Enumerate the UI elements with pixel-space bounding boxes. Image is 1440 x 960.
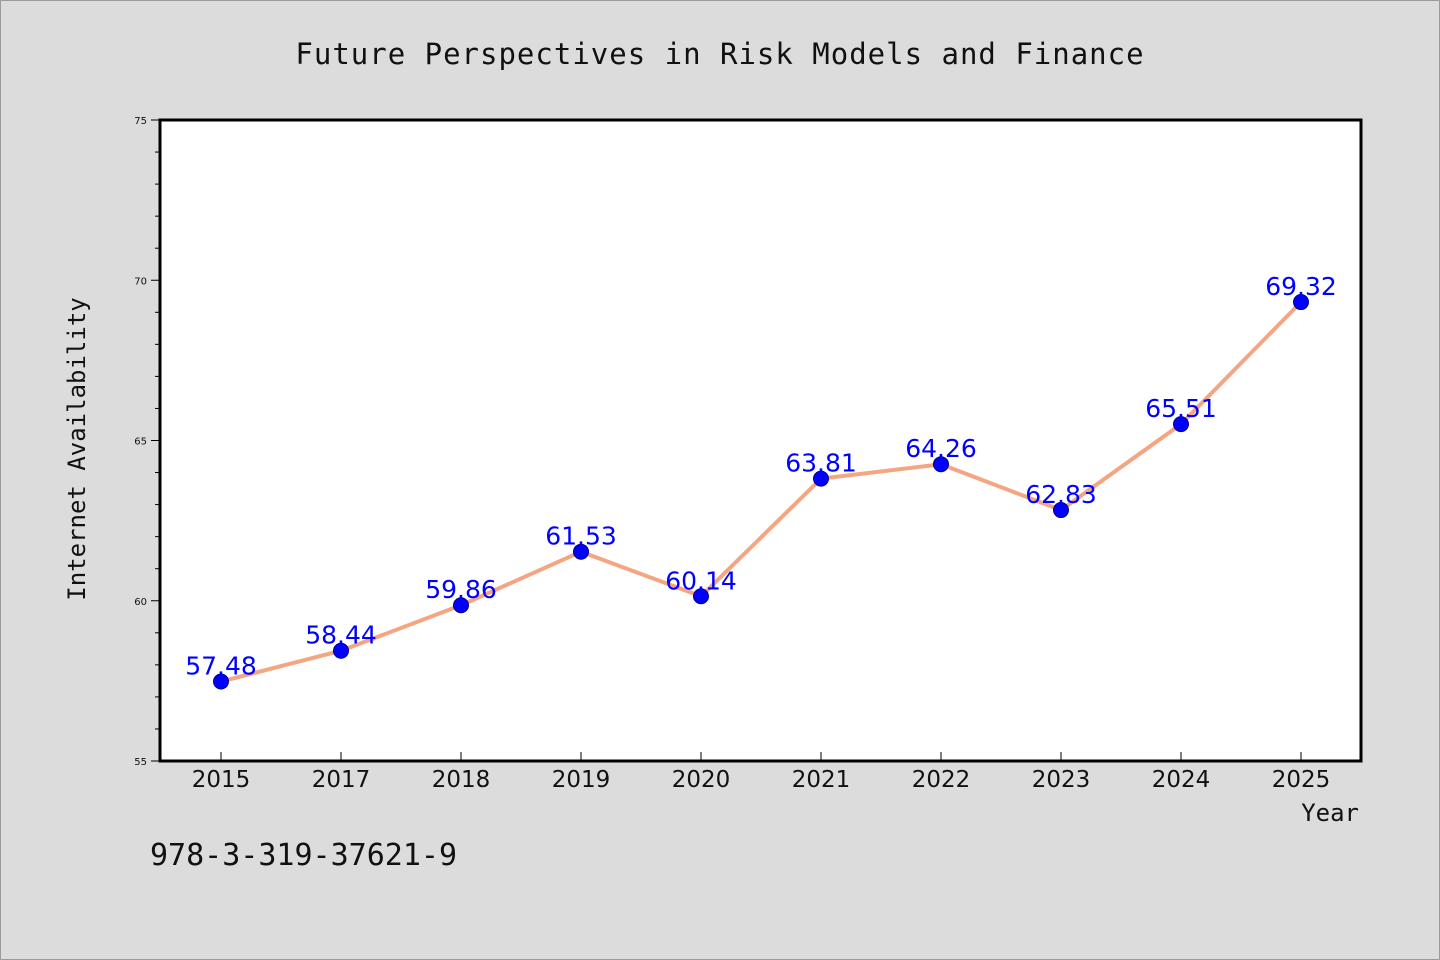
data-label: 58.44 [305,621,377,650]
y-axis-title: Internet Availability [63,297,91,600]
x-axis-title: Year [1301,799,1359,827]
plot-area [158,118,1363,763]
series-line [219,300,1303,684]
y-tick-label: 60 [134,597,147,608]
data-point-marker [213,673,229,690]
data-label: 57.48 [185,652,257,681]
data-point-marker [573,543,589,560]
data-point-marker [453,597,469,614]
data-point-marker [1173,416,1189,433]
x-tick-label: 2017 [312,767,371,793]
y-axis: 55 60 65 70 75 [134,116,160,768]
footnote-isbn: 978-3-319-37621-9 [150,838,457,873]
data-label: 69.32 [1265,272,1337,301]
data-label: 65.51 [1145,394,1217,423]
data-point-marker [1053,502,1069,519]
x-tick-label: 2022 [912,767,971,793]
series-line-group: 57.48 58.44 59.86 61.53 60.14 63.81 64.26 62.83… [185,272,1337,690]
y-tick-label: 55 [134,757,147,768]
data-label: 60.14 [665,566,737,595]
x-tick-label: 2024 [1152,767,1211,793]
data-label: 64.26 [905,434,977,463]
y-tick-label: 70 [134,276,147,287]
data-point-marker [693,588,709,605]
x-tick-label: 2021 [792,767,851,793]
x-tick-label: 2020 [672,767,731,793]
x-tick-label: 2018 [432,767,491,793]
data-point-marker [933,456,949,473]
data-label: 63.81 [785,449,857,478]
x-tick-label: 2025 [1272,767,1331,793]
chart-title: Future Perspectives in Risk Models and F… [295,37,1144,71]
data-label: 61.53 [545,522,617,551]
data-label: 62.83 [1025,480,1097,509]
data-point-marker [813,470,829,487]
data-label: 59.86 [425,575,497,604]
data-point-marker [333,642,349,659]
y-tick-label: 65 [134,437,147,448]
x-tick-label: 2015 [192,767,251,793]
data-point-marker [1293,294,1309,311]
y-tick-label: 75 [134,116,147,127]
x-tick-label: 2023 [1032,767,1091,793]
x-axis: 2015 2017 2018 2019 2020 2021 2022 2023 2024 2025 [192,752,1331,793]
x-tick-label: 2019 [552,767,611,793]
